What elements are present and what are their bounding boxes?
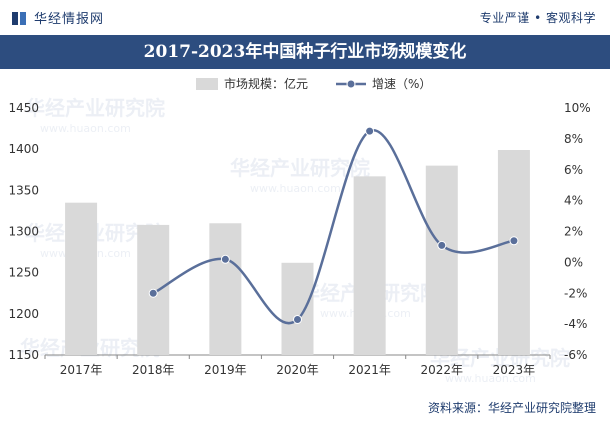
chart-title: 2017-2023年中国种子行业市场规模变化 [143, 42, 467, 62]
y-right-tick-label: -4% [564, 317, 587, 331]
x-tick-label: 2018年 [132, 363, 175, 377]
growth-point [148, 288, 158, 298]
brand-logo: 华经情报网 [12, 8, 104, 27]
x-tick-label: 2017年 [60, 363, 103, 377]
legend-bar-label: 市场规模：亿元 [224, 76, 308, 91]
brand-name: 华经情报网 [34, 12, 105, 27]
plot-area: 1150 1200 1250 1300 1350 1400 1450 -6% -4% -2% 0% 2… [8, 101, 590, 377]
x-tick-label: 2020年 [276, 363, 319, 377]
bar [353, 176, 386, 355]
growth-point [293, 314, 302, 324]
y-right-tick-label: 2% [564, 225, 583, 239]
y-right-tick-label: 4% [564, 194, 583, 208]
y-right-tick-label: -6% [564, 348, 587, 362]
x-tick-label: 2019年 [204, 363, 247, 377]
y-right-tick-label: 10% [564, 101, 591, 115]
bar [281, 262, 314, 355]
growth-point [220, 254, 230, 264]
chart-legend: 市场规模：亿元 增速（%） [196, 76, 431, 91]
legend-bar-swatch [196, 78, 218, 90]
growth-point [437, 240, 447, 250]
watermark-url: www.huaon.com [250, 182, 341, 195]
title-bar: 2017-2023年中国种子行业市场规模变化 [0, 35, 610, 69]
bar [65, 202, 98, 355]
growth-point [509, 236, 519, 246]
source-note: 资料来源：华经产业研究院整理 [427, 401, 596, 415]
watermark-url: www.huaon.com [445, 372, 536, 385]
y-left-tick-label: 1200 [8, 307, 39, 321]
y-right-tick-label: 0% [564, 255, 583, 269]
bar [497, 149, 530, 355]
x-tick-label: 2023年 [493, 363, 536, 377]
legend-line-label: 增速（%） [372, 77, 431, 91]
y-left-tick-label: 1450 [8, 101, 39, 115]
y-left-tick-label: 1300 [8, 225, 39, 239]
bar [425, 165, 458, 355]
header-bar: 华经情报网 专业严谨 • 客观科学 [0, 0, 610, 32]
y-left-tick-label: 1150 [8, 348, 39, 362]
brand-motto: 专业严谨 • 客观科学 [479, 11, 596, 25]
growth-point [365, 126, 375, 136]
bar [209, 223, 242, 355]
watermark-text: 华经产业研究院 [25, 96, 165, 120]
watermark-url: www.huaon.com [40, 122, 131, 135]
brand-logo-icon [12, 10, 28, 26]
y-right-tick-label: 8% [564, 132, 583, 146]
x-tick-label: 2022年 [421, 363, 464, 377]
y-left-tick-label: 1250 [8, 266, 39, 280]
legend-line-marker [346, 79, 356, 89]
y-right-tick-label: 6% [564, 163, 583, 177]
y-left-tick-label: 1350 [8, 183, 39, 197]
x-tick-label: 2021年 [348, 363, 391, 377]
y-right-tick-label: -2% [564, 286, 587, 300]
y-left-tick-label: 1400 [8, 142, 39, 156]
